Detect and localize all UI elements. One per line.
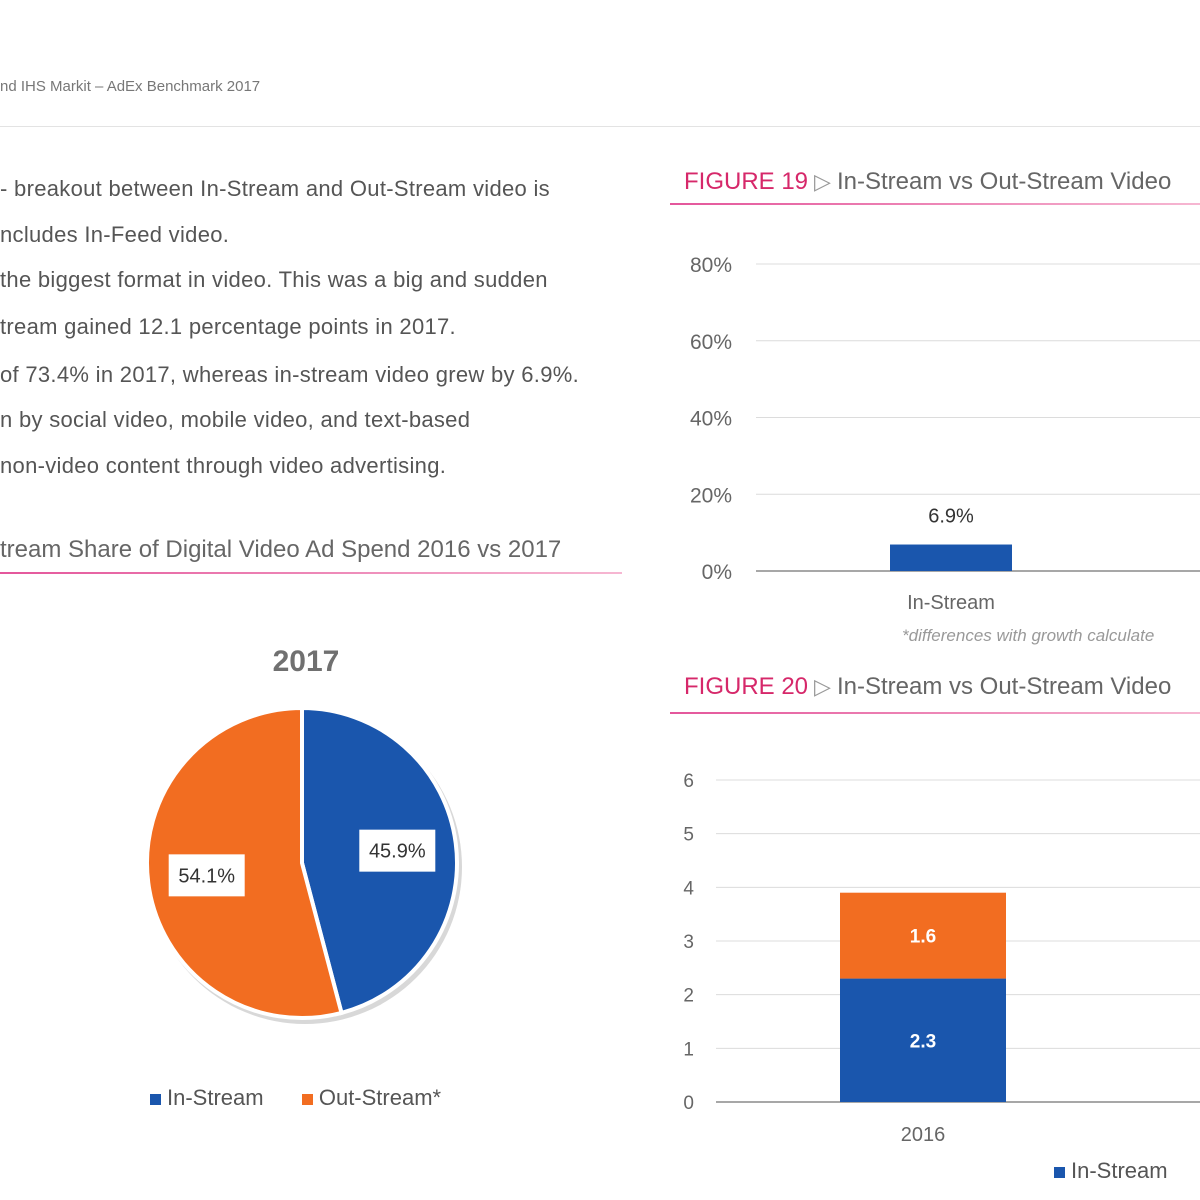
legend-label-in-stream: In-Stream xyxy=(167,1085,264,1110)
paragraph-line-4: tream gained 12.1 percentage points in 2… xyxy=(0,314,456,339)
f20-ytick-0: 0 xyxy=(683,1093,694,1114)
paragraph-line-2: ncludes In-Feed video. xyxy=(0,222,230,247)
f20-ytick-2: 2 xyxy=(683,986,694,1007)
report-header: nd IHS Markit – AdEx Benchmark 2017 xyxy=(0,78,261,95)
figure-20-chart: 0 1 2 3 4 5 6 2.3 1.6 2016 xyxy=(683,771,1200,1146)
figure-19-triangle-icon: ▷ xyxy=(814,169,831,194)
f19-data-label-0: 6.9% xyxy=(928,506,974,528)
f20-category-label-0: 2016 xyxy=(901,1124,946,1146)
pie-label-box-0 xyxy=(359,829,436,872)
paragraph-line-3: the biggest format in video. This was a … xyxy=(0,267,548,292)
pie-data-label-1: 54.1% xyxy=(178,865,235,887)
figure-20-title: In-Stream vs Out-Stream Video xyxy=(836,673,1172,700)
figure-20-legend: In-Stream xyxy=(1054,1158,1168,1184)
pie-chart-title: 2017 xyxy=(273,645,340,678)
paragraph-line-5: of 73.4% in 2017, whereas in-stream vide… xyxy=(0,362,580,387)
f19-category-label-0: In-Stream xyxy=(907,592,995,614)
f20-data-label-0: 2.3 xyxy=(910,1031,936,1052)
f19-ytick-4: 80% xyxy=(690,254,732,277)
legend-label-out-stream: Out-Stream* xyxy=(318,1085,442,1110)
pie-legend: In-Stream Out-Stream* xyxy=(150,1085,441,1111)
pie-caption-rule xyxy=(0,572,622,574)
pie-figure-caption: tream Share of Digital Video Ad Spend 20… xyxy=(0,536,562,563)
f20-ytick-1: 1 xyxy=(683,1039,694,1060)
figure-19-footnote: *differences with growth calculate xyxy=(902,626,1155,645)
figure-20-triangle-icon: ▷ xyxy=(814,674,831,699)
f19-ytick-3: 60% xyxy=(690,331,732,354)
f19-ytick-2: 40% xyxy=(690,408,732,431)
f20-bar-segment-1 xyxy=(840,892,1006,979)
f19-ytick-0: 0% xyxy=(702,561,732,584)
legend-label-in-stream-20: In-Stream xyxy=(1071,1158,1168,1183)
f20-bar-segment-0 xyxy=(840,978,1006,1102)
f20-ytick-4: 4 xyxy=(683,878,694,899)
f20-ytick-3: 3 xyxy=(683,932,694,953)
f20-ytick-5: 5 xyxy=(683,825,694,846)
legend-swatch-in-stream xyxy=(150,1093,161,1105)
figure-19-rule xyxy=(670,203,1200,205)
figure-19-number: FIGURE 19 xyxy=(684,168,809,195)
paragraph-line-1: - breakout between In-Stream and Out-Str… xyxy=(0,176,550,201)
figure-20-number: FIGURE 20 xyxy=(684,673,809,700)
figure-20-caption: FIGURE 20 ▷ In-Stream vs Out-Stream Video xyxy=(684,673,1171,701)
f19-ytick-1: 20% xyxy=(690,484,732,507)
legend-swatch-out-stream xyxy=(301,1093,313,1105)
figure-19-title: In-Stream vs Out-Stream Video xyxy=(836,168,1172,195)
pie-data-label-0: 45.9% xyxy=(369,841,426,863)
pie-label-box-1 xyxy=(168,854,245,897)
figure-20-rule xyxy=(670,712,1200,714)
f20-data-label-1: 1.6 xyxy=(910,927,936,948)
paragraph-line-7: non-video content through video advertis… xyxy=(0,453,447,478)
legend-swatch-in-stream-20 xyxy=(1054,1166,1065,1178)
f19-bar-0 xyxy=(890,544,1012,571)
pie-chart: 2017 45.9% 54.1% xyxy=(145,645,462,1024)
header-divider xyxy=(0,126,1200,127)
f20-ytick-6: 6 xyxy=(683,771,694,792)
paragraph-line-6: n by social video, mobile video, and tex… xyxy=(0,407,471,432)
figure-19-caption: FIGURE 19 ▷ In-Stream vs Out-Stream Video xyxy=(684,168,1171,196)
figure-19-chart: 0% 20% 40% 60% 80% 6.9% In-Stream xyxy=(690,254,1200,614)
